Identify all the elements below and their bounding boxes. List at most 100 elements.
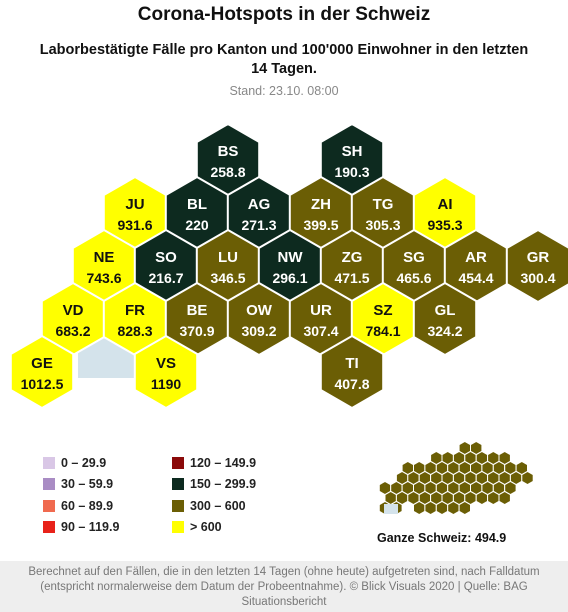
legend-item: 150 – 299.9 (172, 474, 256, 496)
canton-code: JU (125, 196, 144, 213)
canton-hex (505, 228, 568, 304)
canton-value: 271.3 (241, 217, 276, 233)
canton-value: 935.3 (427, 217, 462, 233)
legend-item: 60 – 89.9 (43, 495, 119, 517)
legend-right: 120 – 149.9 150 – 299.9 300 – 600 > 600 (172, 452, 256, 538)
canton-code: GE (31, 355, 53, 372)
canton-vd: VD 683.2 (40, 281, 106, 357)
canton-ti: TI 407.8 (319, 334, 385, 410)
canton-code: UR (310, 302, 332, 319)
legend-item: 300 – 600 (172, 495, 256, 517)
legend-item: 30 – 59.9 (43, 474, 119, 496)
legend-left: 0 – 29.9 30 – 59.9 60 – 89.9 90 – 119.9 (43, 452, 119, 538)
legend-swatch (43, 499, 55, 512)
canton-lu: LU 346.5 (195, 228, 261, 304)
canton-value: 743.6 (86, 270, 121, 286)
mini-switzerland-map (378, 440, 534, 516)
canton-code: OW (246, 302, 273, 319)
canton-hex (319, 334, 385, 410)
canton-value: 307.4 (303, 323, 338, 339)
canton-value: 683.2 (55, 323, 90, 339)
legend-swatch (172, 499, 184, 512)
footer-note: Berechnet auf den Fällen, die in den let… (0, 561, 568, 612)
canton-ag: AG 271.3 (226, 175, 292, 251)
legend-label: 60 – 89.9 (61, 498, 114, 513)
legend-label: 0 – 29.9 (61, 455, 107, 470)
canton-vs: VS 1190 (133, 334, 199, 410)
canton-code: BL (187, 196, 207, 213)
mini-hex (413, 500, 426, 516)
canton-sh: SH 190.3 (319, 122, 385, 198)
canton-code: BE (187, 302, 208, 319)
canton-code: SH (342, 143, 363, 160)
canton-code: VD (63, 302, 84, 319)
canton-value: 1012.5 (21, 376, 64, 392)
canton-value: 258.8 (210, 164, 245, 180)
legend-label: 90 – 119.9 (61, 520, 120, 535)
canton-value: 296.1 (272, 270, 307, 286)
legend-swatch (172, 478, 184, 491)
canton-value: 454.4 (458, 270, 493, 286)
legend-swatch (43, 456, 55, 469)
canton-code: AG (248, 196, 271, 213)
canton-value: 346.5 (210, 270, 245, 286)
canton-value: 407.8 (334, 376, 369, 392)
canton-code: TI (345, 355, 358, 372)
canton-value: 190.3 (334, 164, 369, 180)
canton-value: 300.4 (520, 270, 555, 286)
canton-code: LU (218, 249, 238, 266)
legend-label: > 600 (190, 520, 222, 535)
canton-value: 220 (185, 217, 209, 233)
canton-code: NE (94, 249, 115, 266)
canton-code: AR (465, 249, 487, 266)
canton-code: TG (373, 196, 394, 213)
mini-hex (435, 500, 449, 516)
canton-value: 216.7 (148, 270, 183, 286)
canton-code: FR (125, 302, 145, 319)
canton-code: SG (403, 249, 425, 266)
canton-zh: ZH 399.5 (288, 175, 354, 251)
canton-code: VS (156, 355, 176, 372)
legend-item: 120 – 149.9 (172, 452, 256, 474)
canton-code: NW (278, 249, 304, 266)
mini-hex (475, 490, 489, 506)
canton-value: 324.2 (427, 323, 462, 339)
canton-code: ZH (311, 196, 331, 213)
canton-code: SO (155, 249, 177, 266)
canton-value: 828.3 (117, 323, 152, 339)
legend-item: 0 – 29.9 (43, 452, 119, 474)
legend-swatch (172, 456, 184, 469)
legend-swatch (43, 478, 55, 491)
mini-hex (487, 490, 500, 506)
canton-value: 784.1 (365, 323, 400, 339)
canton-value: 465.6 (396, 270, 431, 286)
canton-code: BS (218, 143, 239, 160)
canton-ai: AI 935.3 (412, 175, 478, 251)
canton-sz: SZ 784.1 (350, 281, 416, 357)
canton-hex (133, 334, 199, 410)
mini-hex (447, 500, 460, 516)
map-subtitle: Laborbestätigte Fälle pro Kanton und 100… (39, 42, 529, 77)
mini-lake-shape (384, 504, 398, 514)
canton-code: AI (438, 196, 453, 213)
switzerland-total: Ganze Schweiz: 494.9 (377, 531, 507, 545)
canton-code: GR (527, 249, 550, 266)
page-title: Corona-Hotspots in der Schweiz (137, 4, 431, 25)
mini-hex (424, 500, 437, 516)
canton-ow: OW 309.2 (226, 281, 292, 357)
canton-gr: GR 300.4 (505, 228, 568, 304)
canton-value: 931.6 (117, 217, 152, 233)
canton-ge: GE 1012.5 (9, 334, 75, 410)
legend-swatch (172, 521, 184, 534)
canton-gl: GL 324.2 (412, 281, 478, 357)
footer-text: Berechnet auf den Fällen, die in den let… (28, 566, 540, 608)
legend-item: 90 – 119.9 (43, 517, 119, 539)
canton-code: ZG (342, 249, 363, 266)
canton-value: 309.2 (241, 323, 276, 339)
canton-value: 1190 (151, 376, 182, 392)
canton-value: 399.5 (303, 217, 338, 233)
legend-label: 30 – 59.9 (61, 477, 114, 492)
canton-value: 471.5 (334, 270, 369, 286)
legend-swatch (43, 521, 55, 534)
